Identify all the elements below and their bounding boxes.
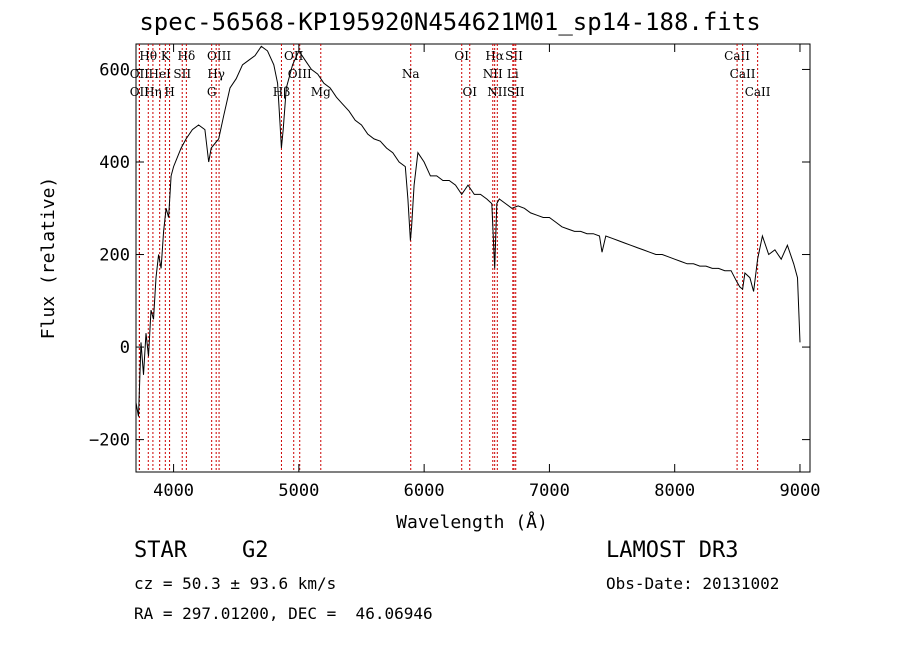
spectral-line-label: SII: [173, 67, 191, 81]
spectral-line-label: Hθ: [139, 49, 157, 63]
x-tick-label: 4000: [153, 481, 194, 501]
spectral-line-label: OI: [454, 49, 469, 63]
spectral-line-label: Na: [402, 67, 420, 81]
spectral-line-label: NII: [487, 85, 507, 99]
spectral-line-label: OI: [462, 85, 477, 99]
spectral-line-label: K: [161, 49, 171, 63]
spectral-line-label: Hβ: [273, 85, 290, 99]
y-tick-label: 400: [99, 153, 130, 173]
spectral-line-label: Hγ: [207, 67, 225, 81]
ra-dec: RA = 297.01200, DEC = 46.06946: [134, 604, 433, 623]
y-tick-label: 200: [99, 246, 130, 266]
spectral-line-label: CaII: [730, 67, 756, 81]
spectrum-series-line: [135, 45, 801, 417]
x-tick-label: 7000: [529, 481, 570, 501]
obs-date: Obs-Date: 20131002: [606, 574, 780, 593]
x-tick-label: 6000: [404, 481, 445, 501]
x-axis-label: Wavelength (Å): [396, 511, 548, 533]
chart-title: spec-56568-KP195920N454621M01_sp14-188.f…: [139, 8, 761, 36]
spectral-line-label: G: [207, 85, 217, 99]
object-subclass: G2: [242, 538, 269, 563]
redshift-cz: cz = 50.3 ± 93.6 km/s: [134, 574, 337, 593]
spectral-line-label: CaII: [745, 85, 771, 99]
x-tick-label: 5000: [278, 481, 319, 501]
spectral-line-label: SII: [507, 85, 525, 99]
spectral-line-label: Hη: [144, 85, 162, 99]
spectral-line-label: Hδ: [178, 49, 196, 63]
x-tick-label: 8000: [654, 481, 695, 501]
spectral-line-label: H: [164, 85, 174, 99]
plot-frame: [135, 43, 811, 473]
spectral-line-label: Hα: [485, 49, 504, 63]
x-tick-label: 9000: [780, 481, 821, 501]
spectral-line-label: NII: [483, 67, 503, 81]
spectral-line-label: Mg: [311, 85, 331, 99]
spectral-line-label: OIII: [288, 67, 312, 81]
spectral-line-label: OII: [284, 49, 304, 63]
y-axis-label: Flux (relative): [38, 177, 59, 340]
spectral-line-label: CaII: [724, 49, 750, 63]
y-tick-label: 600: [99, 60, 130, 80]
spectral-line-label: SII: [505, 49, 523, 63]
y-tick-label: −200: [89, 431, 130, 451]
object-class: STAR: [134, 538, 187, 563]
spectral-line-label: OII: [130, 85, 150, 99]
spectral-line-label: Li: [507, 67, 519, 81]
y-tick-label: 0: [120, 338, 130, 358]
spectral-line-label: HeI: [149, 67, 172, 81]
survey-name: LAMOST DR3: [606, 538, 739, 563]
spectral-line-label: OIII: [207, 49, 231, 63]
